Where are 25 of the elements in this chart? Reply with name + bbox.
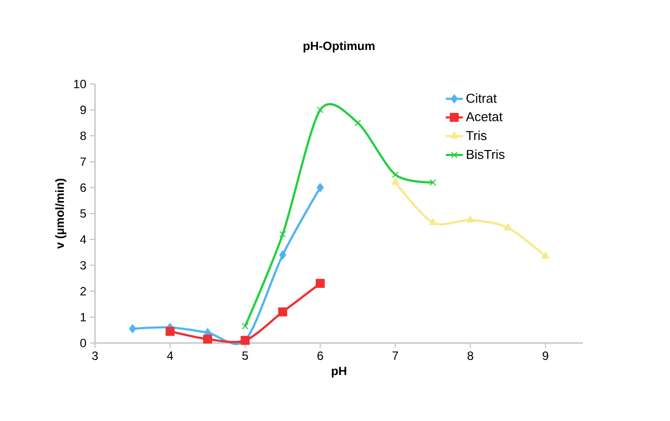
x-tick-label: 6 <box>318 352 324 360</box>
y-tick-label: 10 <box>74 80 86 88</box>
y-axis-title: v (µmol/min) <box>55 178 66 249</box>
x-tick-label: 4 <box>167 352 174 360</box>
legend-label: Citrat <box>466 93 497 103</box>
y-tick-label: 5 <box>80 209 86 218</box>
legend-label: BisTris <box>466 149 504 159</box>
chart-title: pH-Optimum <box>304 41 374 52</box>
legend-label: Tris <box>466 130 487 140</box>
x-tick-label: 7 <box>392 352 398 360</box>
x-tick-label: 9 <box>542 352 548 360</box>
y-tick-label: 9 <box>80 106 86 114</box>
x-axis-title: pH <box>332 366 346 378</box>
legend-label: Acetat <box>466 112 502 122</box>
y-tick-label: 4 <box>80 235 86 244</box>
x-tick-label: 5 <box>242 352 248 360</box>
x-tick-label: 3 <box>92 352 98 360</box>
y-tick-label: 1 <box>80 312 86 322</box>
y-tick-label: 0 <box>80 338 86 348</box>
y-tick-label: 8 <box>80 132 86 140</box>
y-tick-label: 7 <box>80 158 86 166</box>
y-tick-label: 2 <box>80 287 86 296</box>
x-tick-label: 8 <box>468 352 474 360</box>
y-tick-label: 6 <box>80 183 86 192</box>
y-tick-label: 3 <box>80 261 86 270</box>
